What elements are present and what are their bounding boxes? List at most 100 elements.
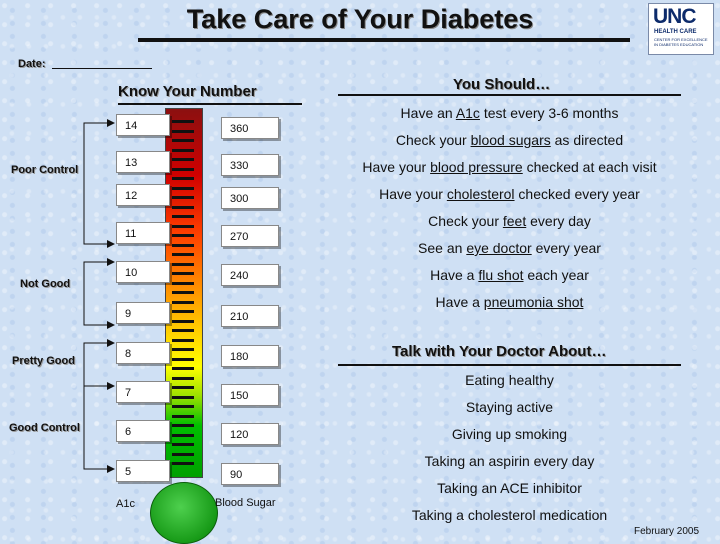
scale-dash bbox=[172, 130, 194, 133]
logo-name: UNC bbox=[653, 5, 696, 28]
scale-dash bbox=[172, 405, 194, 408]
item-link[interactable]: eye doctor bbox=[466, 240, 532, 256]
scale-dash bbox=[172, 253, 194, 256]
scale-dash bbox=[172, 168, 194, 171]
item-link[interactable]: cholesterol bbox=[446, 186, 515, 202]
scale-dash bbox=[172, 377, 194, 380]
thermometer-bulb bbox=[150, 482, 218, 544]
blood-sugar-value-box: 330 bbox=[221, 154, 279, 176]
item-text: Have a bbox=[430, 267, 479, 283]
scale-dash bbox=[172, 187, 194, 190]
a1c-axis-label: A1c bbox=[116, 498, 135, 510]
item-link[interactable]: blood pressure bbox=[430, 159, 523, 175]
footer-date: February 2005 bbox=[634, 526, 700, 537]
item-text: Have your bbox=[379, 186, 447, 202]
item-text: Have your bbox=[362, 159, 431, 175]
title-underline bbox=[138, 38, 630, 42]
logo-line2: HEALTH CARE bbox=[654, 29, 697, 35]
scale-dash bbox=[172, 196, 194, 199]
you-should-item: Check your blood sugars as directed bbox=[338, 132, 681, 148]
a1c-value-box: 10 bbox=[116, 261, 170, 283]
item-text: checked every year bbox=[514, 186, 640, 202]
blood-sugar-axis-label: Blood Sugar bbox=[215, 497, 276, 509]
a1c-value-box: 5 bbox=[116, 460, 170, 482]
a1c-value-box: 7 bbox=[116, 381, 170, 403]
talk-doctor-item: Giving up smoking bbox=[451, 426, 568, 442]
scale-dash bbox=[172, 301, 194, 304]
scale-dash bbox=[172, 396, 194, 399]
you-should-item: Have a pneumonia shot bbox=[338, 294, 681, 310]
scale-dash bbox=[172, 434, 194, 437]
item-text: Have a bbox=[435, 294, 484, 310]
talk-doctor-item: Taking an aspirin every day bbox=[424, 453, 595, 469]
item-link[interactable]: A1c bbox=[455, 105, 480, 121]
item-text: Check your bbox=[428, 213, 503, 229]
a1c-value-box: 12 bbox=[116, 184, 170, 206]
you-should-item: Have your blood pressure checked at each… bbox=[338, 159, 681, 175]
talk-doctor-item: Taking an ACE inhibitor bbox=[437, 480, 582, 496]
a1c-value-box: 11 bbox=[116, 222, 170, 244]
scale-dash bbox=[172, 367, 194, 370]
talk-doctor-item: Staying active bbox=[465, 399, 554, 415]
blood-sugar-value-box: 120 bbox=[221, 423, 279, 445]
scale-dash bbox=[172, 206, 194, 209]
scale-dash bbox=[172, 453, 194, 456]
you-should-item: Have an A1c test every 3-6 months bbox=[338, 105, 681, 121]
page-title: Take Care of Your Diabetes bbox=[186, 4, 534, 34]
you-should-underline bbox=[338, 94, 681, 96]
scale-dash bbox=[172, 149, 194, 152]
scale-dash bbox=[172, 158, 194, 161]
item-text: as directed bbox=[550, 132, 624, 148]
a1c-value-box: 6 bbox=[116, 420, 170, 442]
item-link[interactable]: blood sugars bbox=[470, 132, 551, 148]
scale-dash bbox=[172, 424, 194, 427]
scale-dash bbox=[172, 310, 194, 313]
talk-doctor-underline bbox=[338, 364, 681, 366]
know-number-underline bbox=[118, 103, 302, 105]
item-link[interactable]: feet bbox=[502, 213, 527, 229]
talk-doctor-heading: Talk with Your Doctor About… bbox=[392, 343, 607, 360]
a1c-value-box: 9 bbox=[116, 302, 170, 324]
you-should-heading: You Should… bbox=[453, 76, 551, 93]
scale-dash bbox=[172, 215, 194, 218]
know-number-heading: Know Your Number bbox=[118, 83, 257, 100]
you-should-item: Check your feet every day bbox=[338, 213, 681, 229]
blood-sugar-value-box: 240 bbox=[221, 264, 279, 286]
scale-dash bbox=[172, 139, 194, 142]
scale-dash bbox=[172, 291, 194, 294]
scale-dash bbox=[172, 348, 194, 351]
you-should-item: Have a flu shot each year bbox=[338, 267, 681, 283]
zone-label-pretty-good: Pretty Good bbox=[12, 355, 75, 367]
item-text: test every 3-6 months bbox=[479, 105, 619, 121]
scale-dash bbox=[172, 320, 194, 323]
item-link[interactable]: pneumonia shot bbox=[483, 294, 584, 310]
scale-dash bbox=[172, 329, 194, 332]
blood-sugar-value-box: 150 bbox=[221, 384, 279, 406]
a1c-value-box: 8 bbox=[116, 342, 170, 364]
blood-sugar-value-box: 360 bbox=[221, 117, 279, 139]
scale-dash bbox=[172, 244, 194, 247]
date-field-line bbox=[52, 68, 152, 69]
blood-sugar-value-box: 90 bbox=[221, 463, 279, 485]
blood-sugar-value-box: 210 bbox=[221, 305, 279, 327]
scale-dash bbox=[172, 386, 194, 389]
item-text: checked at each visit bbox=[522, 159, 657, 175]
scale-dash bbox=[172, 358, 194, 361]
scale-dash bbox=[172, 462, 194, 465]
scale-dash bbox=[172, 272, 194, 275]
a1c-value-box: 13 bbox=[116, 151, 170, 173]
you-should-item: Have your cholesterol checked every year bbox=[338, 186, 681, 202]
scale-dash bbox=[172, 415, 194, 418]
a1c-value-box: 14 bbox=[116, 114, 170, 136]
blood-sugar-value-box: 270 bbox=[221, 225, 279, 247]
scale-dash bbox=[172, 339, 194, 342]
zone-label-not-good: Not Good bbox=[20, 278, 71, 290]
blood-sugar-value-box: 180 bbox=[221, 345, 279, 367]
item-text: See an bbox=[418, 240, 467, 256]
scale-dash bbox=[172, 177, 194, 180]
blood-sugar-value-box: 300 bbox=[221, 187, 279, 209]
item-link[interactable]: flu shot bbox=[478, 267, 524, 283]
item-text: every day bbox=[526, 213, 591, 229]
scale-dash bbox=[172, 234, 194, 237]
